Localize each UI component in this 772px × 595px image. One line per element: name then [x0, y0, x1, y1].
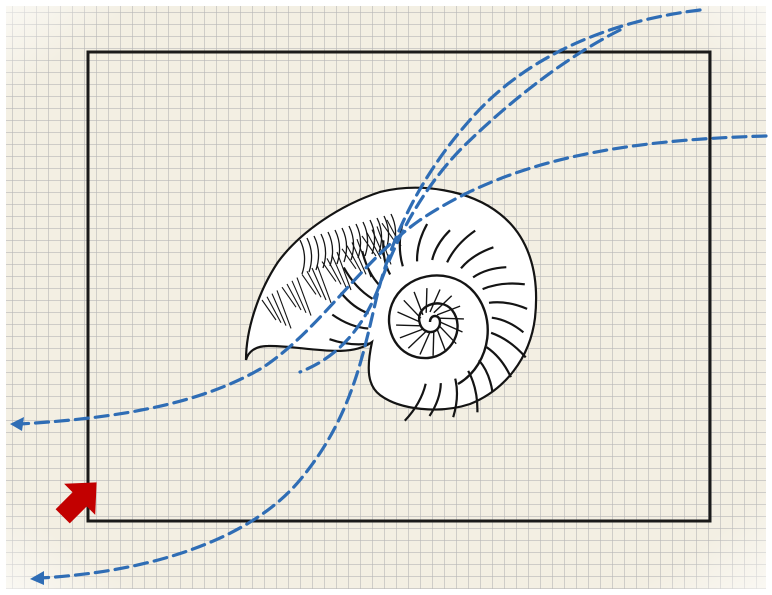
- arrowhead-left-icon: [10, 417, 24, 431]
- frame-rectangle: [86, 50, 712, 523]
- flow-path-upper: [18, 134, 768, 426]
- flow-path-inner: [298, 28, 622, 374]
- flow-paths: [18, 8, 768, 580]
- arrowhead-bottom-left-icon: [30, 571, 44, 585]
- flow-path-main: [38, 8, 702, 580]
- block-arrow-icon: [55, 482, 97, 524]
- nautilus-shell-icon: [244, 186, 538, 422]
